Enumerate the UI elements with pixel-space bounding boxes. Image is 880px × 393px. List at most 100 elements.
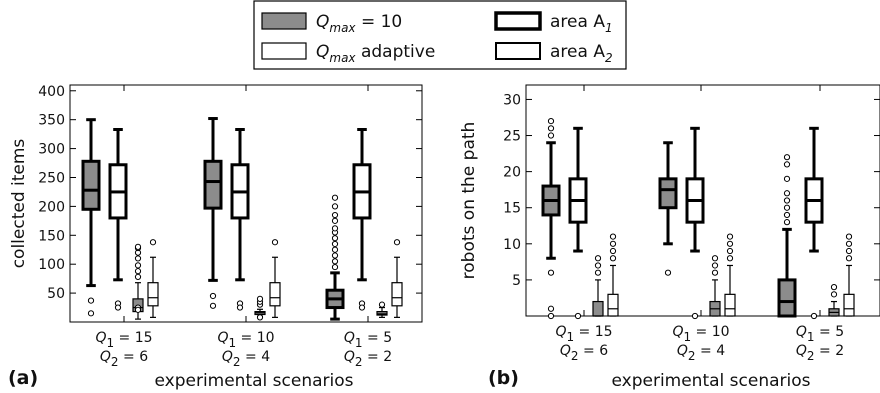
box-plot xyxy=(685,126,705,320)
box-plot xyxy=(709,255,721,317)
outlier-point xyxy=(134,255,142,262)
box-plot xyxy=(804,126,824,320)
outlier-point xyxy=(331,246,339,253)
outlier-point xyxy=(711,262,719,269)
y-tick-label: 25 xyxy=(503,129,521,145)
outlier-point xyxy=(87,297,95,304)
box-plot xyxy=(147,239,159,318)
legend-swatch xyxy=(261,12,307,30)
outlier-point xyxy=(594,255,602,262)
outlier-point xyxy=(810,312,818,320)
outlier-point xyxy=(547,269,555,276)
box-plot xyxy=(203,117,223,309)
y-tick-label: 30 xyxy=(503,92,521,108)
outlier-point xyxy=(331,252,339,259)
y-tick-label: 200 xyxy=(38,199,65,215)
legend-swatch xyxy=(261,42,307,60)
box-plot xyxy=(541,117,561,320)
box-plot xyxy=(658,141,678,276)
box-iqr xyxy=(777,278,797,318)
outlier-point xyxy=(149,239,157,246)
outlier-point xyxy=(134,243,142,250)
outlier-point xyxy=(331,235,339,242)
box-iqr xyxy=(592,300,604,317)
x-tick-label: Q2 = 4 xyxy=(222,349,270,369)
outlier-point xyxy=(830,291,838,298)
outlier-point xyxy=(331,240,339,248)
y-tick-label: 400 xyxy=(38,84,65,100)
legend-swatch xyxy=(494,11,542,31)
outlier-point xyxy=(783,211,791,219)
outlier-point xyxy=(609,255,617,262)
outlier-point xyxy=(783,204,791,211)
box-plot xyxy=(592,255,604,317)
outlier-point xyxy=(87,310,95,317)
box-plot xyxy=(352,128,372,311)
box-plot xyxy=(325,194,345,321)
outlier-point xyxy=(256,314,264,321)
box-plot xyxy=(108,128,128,311)
y-tick-label: 5 xyxy=(512,273,521,289)
legend-frame xyxy=(253,0,627,70)
outlier-point xyxy=(547,312,555,320)
box-plot xyxy=(230,128,250,311)
box-iqr xyxy=(843,293,855,317)
y-tick-label: 350 xyxy=(38,113,65,129)
x-tick-label: Q1 = 10 xyxy=(672,324,729,344)
box-plot xyxy=(724,233,736,317)
outlier-point xyxy=(134,262,142,269)
box-iqr xyxy=(147,282,159,307)
y-tick-label: 50 xyxy=(47,286,65,302)
outlier-point xyxy=(114,304,122,311)
outlier-point xyxy=(609,240,617,247)
box-plot xyxy=(376,301,388,318)
x-tick-label: Q1 = 15 xyxy=(95,330,152,350)
outlier-point xyxy=(271,239,279,246)
legend: Qmax = 10 Qmax adaptive area A1 area A2 xyxy=(253,0,627,70)
y-tick-label: 15 xyxy=(503,201,521,217)
box-plot xyxy=(81,118,101,317)
outlier-point xyxy=(547,305,555,312)
box-plot xyxy=(777,154,797,318)
box-iqr xyxy=(607,293,619,317)
outlier-point xyxy=(393,239,401,246)
x-axis-label: experimental scenarios xyxy=(154,371,353,391)
outlier-point xyxy=(726,240,734,247)
outlier-point xyxy=(547,117,555,125)
y-tick-label: 20 xyxy=(503,165,521,181)
outlier-point xyxy=(609,247,617,255)
outlier-point xyxy=(783,161,791,168)
x-axis-label: experimental scenarios xyxy=(611,371,810,391)
outlier-point xyxy=(331,225,339,232)
outlier-point xyxy=(134,273,142,281)
x-tick-label: Q2 = 2 xyxy=(796,343,844,363)
outlier-point xyxy=(711,269,719,276)
box-plot xyxy=(254,295,266,321)
outlier-point xyxy=(331,258,339,265)
box-iqr xyxy=(724,293,736,317)
box-iqr xyxy=(203,159,223,210)
outlier-point xyxy=(726,233,734,240)
outlier-point xyxy=(845,255,853,262)
outlier-point xyxy=(845,247,853,255)
outlier-point xyxy=(594,262,602,269)
box-iqr xyxy=(658,177,678,210)
x-tick-label: Q1 = 10 xyxy=(217,330,274,350)
outlier-point xyxy=(256,295,264,302)
y-tick-label: 250 xyxy=(38,170,65,186)
outlier-point xyxy=(547,132,555,139)
y-tick-label: 150 xyxy=(38,228,65,244)
outlier-point xyxy=(236,304,244,311)
box-plot xyxy=(132,243,144,320)
legend-label: area A1 xyxy=(550,12,613,35)
outlier-point xyxy=(331,211,339,219)
outlier-point xyxy=(711,255,719,262)
y-tick-label: 100 xyxy=(38,257,65,273)
outlier-point xyxy=(547,125,555,132)
outlier-point xyxy=(331,194,339,201)
panel-label: (a) xyxy=(8,367,38,389)
plot-frame xyxy=(525,84,880,317)
x-tick-label: Q2 = 2 xyxy=(344,349,392,369)
outlier-point xyxy=(691,312,699,320)
